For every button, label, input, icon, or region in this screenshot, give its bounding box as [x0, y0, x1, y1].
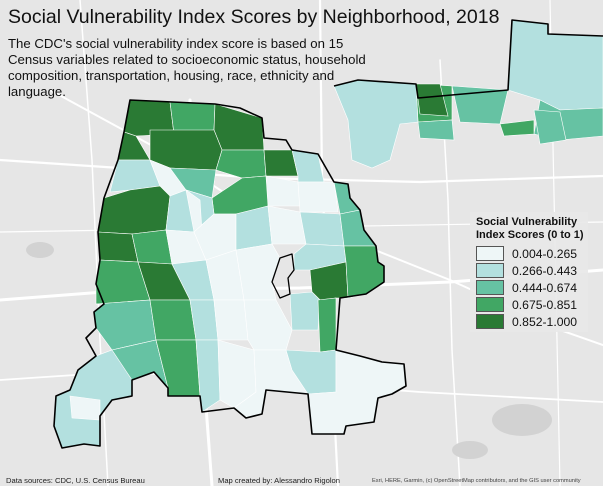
- city-boundary: [53, 99, 407, 449]
- neighborhood-polygon: [131, 229, 173, 265]
- author-credit: Map created by: Alessandro Rigolon: [218, 476, 340, 485]
- neighborhood-polygon: [415, 83, 449, 117]
- basemap-attribution: Esri, HERE, Garmin, (c) OpenStreetMap co…: [372, 478, 581, 484]
- legend-label: 0.444-0.674: [512, 281, 578, 295]
- legend-swatch: [476, 263, 504, 278]
- legend-swatch: [476, 280, 504, 295]
- city-boundary-northeast: [333, 19, 603, 99]
- neighborhood-polygon: [97, 231, 139, 263]
- neighborhood-polygon: [69, 395, 101, 421]
- neighborhood-polygon: [297, 181, 339, 213]
- map-subtitle: The CDC's social vulnerability index sco…: [8, 36, 366, 99]
- basemap-water: [26, 242, 552, 459]
- neighborhood-polygon: [213, 299, 249, 341]
- legend-swatch: [476, 246, 504, 261]
- neighborhood-polygon: [499, 119, 535, 137]
- neighborhood-polygon: [169, 101, 216, 135]
- neighborhood-polygon: [417, 119, 455, 141]
- data-sources-credit: Data sources: CDC, U.S. Census Bureau: [6, 476, 145, 485]
- neighborhood-polygons: [53, 19, 603, 449]
- neighborhood-polygon: [299, 211, 345, 247]
- neighborhood-polygon: [235, 205, 273, 251]
- legend: Social Vulnerability Index Scores (0 to …: [470, 212, 588, 332]
- legend-title: Social Vulnerability Index Scores (0 to …: [476, 216, 584, 241]
- neighborhood-polygon: [333, 79, 419, 169]
- legend-swatch: [476, 297, 504, 312]
- legend-label: 0.266-0.443: [512, 264, 578, 278]
- neighborhood-polygon: [149, 299, 197, 341]
- legend-swatch: [476, 314, 504, 329]
- legend-label: 0.675-0.851: [512, 298, 578, 312]
- map-title: Social Vulnerability Index Scores by Nei…: [8, 6, 500, 28]
- neighborhood-polygon: [317, 297, 337, 353]
- neighborhood-polygon: [533, 109, 567, 145]
- enclave-boundary: [271, 253, 295, 299]
- legend-label: 0.004-0.265: [512, 247, 578, 261]
- neighborhood-polygon: [235, 243, 281, 301]
- neighborhood-polygon: [289, 291, 321, 331]
- legend-label: 0.852-1.000: [512, 315, 578, 329]
- neighborhood-polygon: [195, 339, 221, 413]
